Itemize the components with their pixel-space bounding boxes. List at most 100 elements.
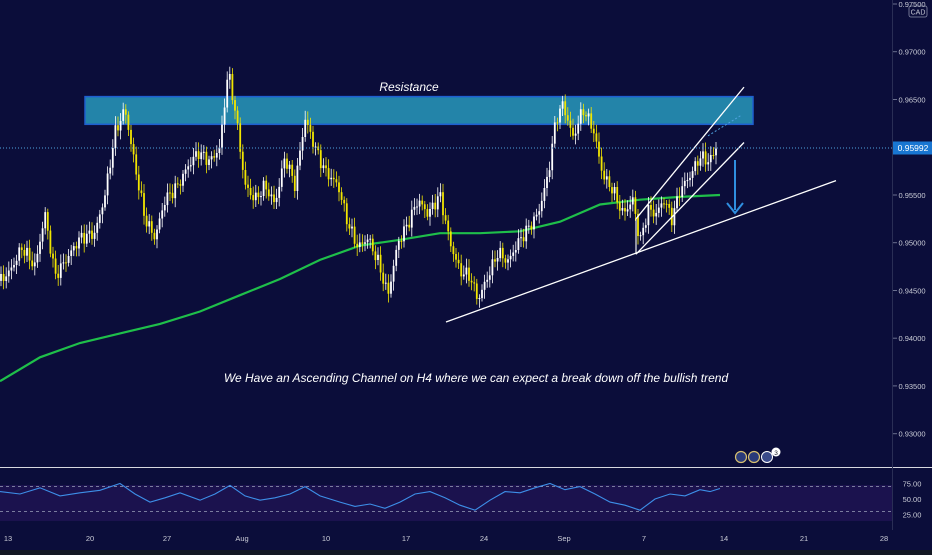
- candle-body: [712, 155, 715, 156]
- candle-body: [252, 195, 255, 201]
- events-icon-cluster[interactable]: 3: [734, 447, 781, 464]
- candle-body: [299, 150, 301, 166]
- down-arrow-icon[interactable]: [726, 160, 744, 215]
- candle-body: [626, 209, 629, 212]
- candle-body: [392, 265, 395, 282]
- candle-body: [192, 156, 195, 166]
- candle-body: [631, 197, 634, 205]
- candle-body: [322, 165, 325, 169]
- candle-body: [85, 233, 88, 244]
- price-tick-label: 0.93000: [898, 430, 925, 439]
- resistance-zone[interactable]: [84, 95, 754, 126]
- candle-body: [96, 222, 99, 233]
- candle-body: [403, 226, 405, 242]
- price-tick-label: 0.96500: [898, 96, 925, 105]
- candle-body: [499, 247, 502, 259]
- candle-body: [62, 262, 65, 264]
- support-trendline[interactable]: [445, 179, 837, 323]
- candle-body: [592, 128, 595, 134]
- channel-lower-line[interactable]: [635, 142, 745, 255]
- candle-body: [270, 194, 273, 197]
- projection-dotted-line: [707, 114, 743, 137]
- candle-body: [462, 274, 465, 277]
- candle-body: [332, 177, 335, 180]
- candle-body: [590, 113, 593, 129]
- candle-body: [353, 226, 356, 244]
- candle-body: [366, 239, 369, 243]
- candle-body: [228, 74, 231, 80]
- currency-badge: CAD: [911, 10, 926, 17]
- candle-body: [286, 158, 288, 169]
- candle-body: [153, 232, 156, 240]
- candle-body: [384, 282, 387, 284]
- candle-body: [572, 127, 574, 136]
- candle-body: [551, 143, 554, 171]
- candle-body: [158, 218, 161, 230]
- count-badge: 3: [774, 450, 778, 457]
- candle-body: [540, 200, 543, 212]
- candle-body: [182, 173, 184, 186]
- candle-body: [522, 237, 525, 242]
- candle-body: [514, 250, 517, 253]
- candle-body: [699, 158, 702, 166]
- channel-upper-line[interactable]: [635, 86, 745, 220]
- candle-body: [678, 196, 681, 198]
- candle-body: [348, 224, 351, 229]
- candle-body: [202, 151, 205, 153]
- candle-body: [436, 196, 439, 210]
- candle-body: [689, 177, 691, 181]
- count-badge-icon[interactable]: [771, 447, 781, 457]
- candle-body: [7, 270, 10, 277]
- candle-body: [309, 125, 312, 132]
- candle-body: [616, 187, 619, 203]
- candle-body: [70, 250, 73, 256]
- rsi-tick-label: 25.00: [903, 511, 922, 520]
- candle-body: [33, 262, 36, 267]
- current-price-label: 0.95992: [898, 143, 929, 153]
- candle-body: [595, 133, 598, 142]
- candle-body: [496, 258, 499, 262]
- analysis-annotation: We Have an Ascending Channel on H4 where…: [224, 371, 729, 385]
- candle-body: [634, 197, 637, 214]
- candle-body: [75, 246, 78, 249]
- candle-body: [371, 238, 374, 252]
- price-scale-background[interactable]: [892, 0, 932, 530]
- candle-body: [423, 204, 426, 210]
- candle-body: [585, 115, 587, 117]
- candle-body: [78, 237, 80, 249]
- news-icon[interactable]: [761, 451, 773, 463]
- candle-body: [327, 168, 330, 180]
- candle-body: [166, 192, 169, 206]
- candle-body: [249, 188, 252, 196]
- candle-body: [410, 209, 413, 228]
- candle-body: [197, 151, 200, 159]
- candle-body: [483, 281, 486, 290]
- candle-body: [501, 247, 504, 259]
- candle-body: [397, 240, 400, 250]
- candle-body: [36, 253, 39, 263]
- currency-badge-frame[interactable]: [908, 5, 928, 18]
- trendlines-layer[interactable]: [445, 86, 837, 323]
- candle-body: [226, 79, 229, 108]
- candle-body: [364, 242, 366, 244]
- candle-body: [325, 165, 327, 169]
- candle-body: [200, 152, 203, 160]
- time-scale-background[interactable]: [0, 530, 932, 550]
- candle-body: [280, 168, 283, 187]
- candle-body: [481, 289, 483, 299]
- candle-body: [265, 180, 268, 190]
- candle-body: [18, 247, 21, 261]
- resistance-zone-layer[interactable]: [84, 95, 754, 126]
- candle-body: [338, 182, 340, 193]
- candle-body: [475, 283, 478, 299]
- time-axis-ticks: 13 20 27 Aug 10 17 24 Sep 7 14 21 28: [4, 534, 888, 543]
- candle-body: [473, 282, 476, 284]
- globe-icon[interactable]: [734, 450, 748, 464]
- info-icon[interactable]: [747, 450, 761, 464]
- candle-body: [187, 166, 190, 170]
- candle-body: [122, 109, 125, 121]
- candle-body: [491, 259, 494, 276]
- candle-body: [65, 262, 67, 264]
- candle-body: [676, 196, 678, 209]
